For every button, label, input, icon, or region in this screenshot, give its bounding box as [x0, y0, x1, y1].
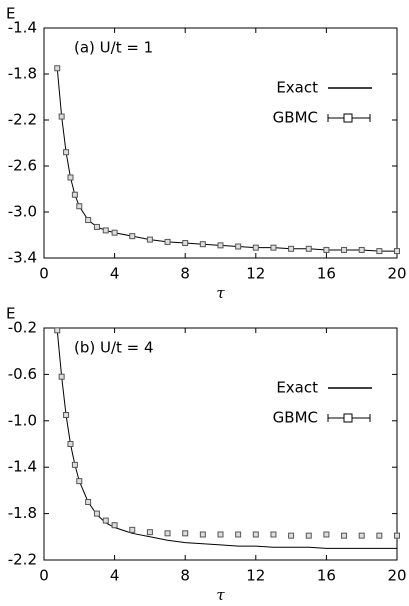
data-point [102, 517, 109, 524]
data-point [85, 499, 92, 505]
data-point [58, 373, 65, 380]
data-point [129, 526, 136, 533]
data-point [58, 113, 65, 120]
x-tick-label: 20 [387, 265, 406, 283]
y-tick-label: -1.0 [8, 411, 37, 429]
data-point [111, 522, 118, 529]
data-point [376, 248, 383, 255]
x-tick-label: 0 [39, 567, 49, 585]
y-tick-label: -2.2 [8, 111, 37, 129]
data-point [323, 531, 330, 538]
data-point [358, 246, 365, 253]
y-axis-label: E [6, 305, 15, 323]
y-tick-label: -2.6 [8, 157, 37, 175]
data-point [76, 478, 83, 485]
y-tick-label: -0.6 [8, 365, 37, 383]
data-point [76, 203, 83, 210]
data-point [146, 529, 153, 536]
data-point [217, 242, 224, 249]
data-point [102, 227, 109, 234]
data-point [288, 532, 295, 539]
x-tick-label: 0 [39, 265, 49, 283]
data-point [270, 531, 277, 538]
data-point [394, 532, 400, 539]
data-point [217, 531, 224, 538]
data-point [164, 238, 171, 245]
x-tick-label: 8 [180, 265, 190, 283]
data-point [305, 245, 312, 252]
data-point [111, 229, 118, 236]
data-point [376, 532, 383, 539]
data-point [67, 441, 74, 447]
y-tick-label: -1.4 [8, 458, 37, 476]
y-tick-label: -0.2 [8, 319, 37, 337]
x-tick-label: 8 [180, 567, 190, 585]
data-point [199, 531, 206, 538]
legend-label: GBMC [273, 109, 318, 127]
data-point [358, 532, 365, 539]
data-point [67, 174, 74, 181]
data-point [54, 65, 61, 72]
legend-label: GBMC [273, 409, 318, 427]
data-point [71, 461, 78, 468]
data-point [305, 532, 312, 539]
panel-label: (a) U/t = 1 [74, 39, 153, 57]
legend-label: Exact [276, 379, 318, 397]
y-tick-label: -1.8 [8, 504, 37, 522]
data-point [270, 244, 277, 251]
data-point [63, 149, 70, 156]
data-point [129, 233, 136, 240]
data-point [394, 248, 400, 255]
data-point [85, 217, 92, 224]
legend-label: Exact [276, 79, 318, 97]
x-axis-label: τ [216, 284, 225, 302]
data-point [252, 244, 259, 251]
data-point [323, 246, 330, 253]
data-point [341, 246, 348, 253]
data-point [93, 223, 100, 230]
x-tick-label: 4 [110, 265, 120, 283]
x-tick-label: 12 [246, 265, 265, 283]
y-tick-label: -3.4 [8, 249, 37, 267]
data-point [341, 532, 348, 539]
data-point [235, 243, 242, 250]
data-line [56, 330, 397, 549]
data-point [164, 530, 171, 537]
y-tick-label: -1.4 [8, 19, 37, 37]
legend-marker [343, 113, 353, 123]
x-tick-label: 16 [317, 265, 336, 283]
y-axis-label: E [6, 5, 15, 23]
data-point [235, 531, 242, 538]
data-point [182, 530, 189, 537]
data-point [54, 327, 61, 334]
y-tick-label: -3.0 [8, 203, 37, 221]
plot-frame [43, 27, 398, 259]
data-point [71, 191, 78, 198]
y-tick-label: -1.8 [8, 65, 37, 83]
data-point [199, 241, 206, 248]
panel-label: (b) U/t = 4 [74, 339, 154, 357]
x-tick-label: 4 [110, 567, 120, 585]
x-tick-label: 20 [387, 567, 406, 585]
plot-frame [43, 327, 398, 561]
data-point [252, 531, 259, 538]
x-tick-label: 16 [317, 567, 336, 585]
x-axis-label: τ [216, 586, 225, 604]
data-point [93, 510, 100, 517]
x-tick-label: 12 [246, 567, 265, 585]
data-point [146, 236, 153, 243]
legend-marker [343, 413, 353, 423]
y-tick-label: -2.2 [8, 551, 37, 569]
data-point [182, 240, 189, 247]
data-point [288, 245, 295, 252]
data-point [63, 412, 70, 418]
data-line [56, 68, 397, 252]
